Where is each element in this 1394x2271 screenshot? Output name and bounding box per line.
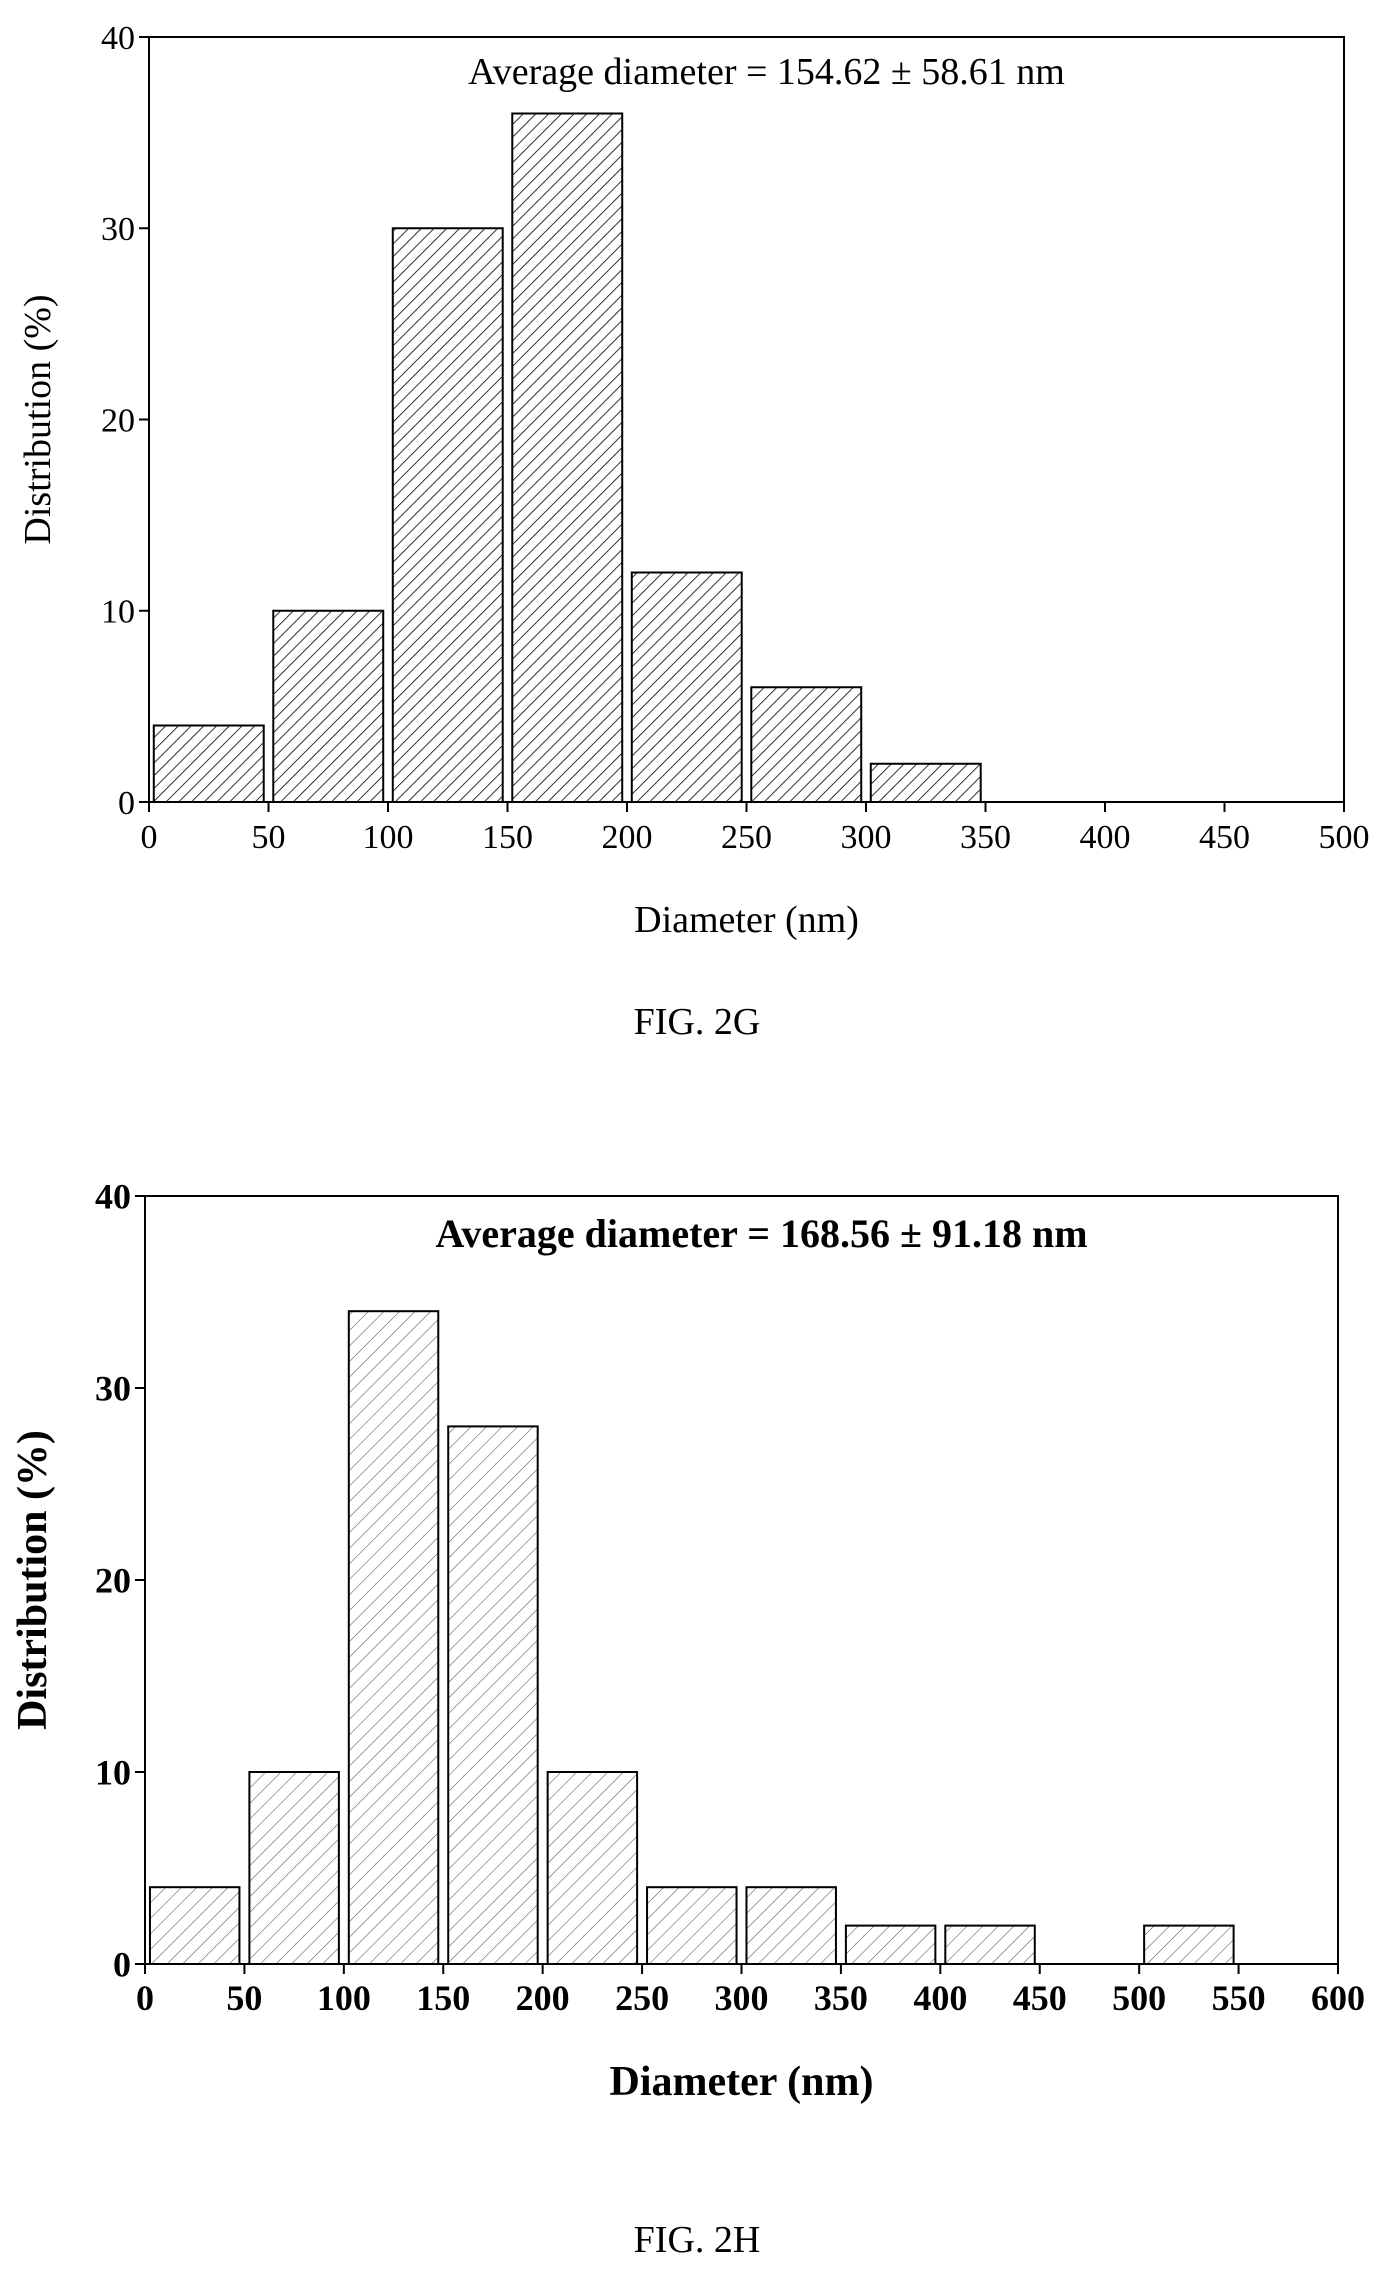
x-axis-label: Diameter (nm): [610, 2059, 874, 2105]
x-tick-label: 600: [1311, 1978, 1365, 2018]
histogram-bar: [447, 1425, 539, 1965]
histogram-bar: [844, 1924, 937, 1965]
histogram-bar: [511, 112, 624, 803]
figure-2g: 0 50 100 150 200 250 300 350 400 450 500 0 10 20 30 40 A…: [0, 0, 1394, 1135]
x-tick-label: 50: [252, 819, 286, 856]
x-tick-label: 350: [960, 819, 1011, 856]
y-tick-label: 20: [95, 1561, 131, 1601]
x-tick-label: 500: [1112, 1978, 1166, 2018]
x-tick-label: 400: [1080, 819, 1131, 856]
x-tick-label: 150: [482, 819, 533, 856]
histogram-chart-2h: 0 50 100 150 200 250 300 350 400 450 500 550 600 0 10 2…: [10, 1177, 1365, 2105]
histogram-bar: [248, 1771, 340, 1965]
x-tick-label: 200: [516, 1978, 570, 2018]
x-tick-label: 350: [814, 1978, 868, 2018]
histogram-bar: [148, 1886, 241, 1966]
average-diameter-annotation: Average diameter = 154.62 ± 58.61 nm: [468, 51, 1065, 93]
histogram-bar: [745, 1886, 837, 1966]
y-tick-label: 30: [101, 211, 135, 248]
y-tick-label: 10: [95, 1753, 131, 1793]
x-tick-label: 50: [226, 1978, 262, 2018]
histogram-bar: [630, 571, 743, 803]
x-tick-label: 100: [317, 1978, 371, 2018]
x-axis-label: Diameter (nm): [634, 899, 859, 941]
y-axis-label: Distribution (%): [10, 1430, 56, 1730]
histogram-bar: [1143, 1924, 1235, 1965]
x-tick-label: 550: [1212, 1978, 1266, 2018]
histogram-bar: [646, 1886, 738, 1966]
x-tick-label: 450: [1199, 819, 1250, 856]
y-tick-label: 30: [95, 1369, 131, 1409]
y-tick-label: 0: [118, 785, 135, 822]
x-tick-label: 150: [416, 1978, 470, 2018]
y-tick-label: 20: [101, 402, 135, 439]
average-diameter-annotation: Average diameter = 168.56 ± 91.18 nm: [435, 1211, 1087, 1256]
x-tick-label: 450: [1013, 1978, 1067, 2018]
x-tick-label: 400: [913, 1978, 967, 2018]
y-tick-label: 0: [113, 1945, 131, 1985]
x-tick-label: 0: [141, 819, 158, 856]
y-tick-label: 40: [95, 1177, 131, 1217]
histogram-bar: [869, 762, 982, 803]
y-axis-label: Distribution (%): [17, 294, 59, 544]
x-tick-label: 250: [615, 1978, 669, 2018]
y-tick-label: 10: [101, 594, 135, 631]
figure-caption-2g: FIG. 2G: [633, 1001, 761, 1043]
histogram-bar: [944, 1924, 1036, 1965]
histogram-chart-2g: 0 50 100 150 200 250 300 350 400 450 500 0 10 20 30 40 A…: [17, 20, 1370, 941]
x-tick-label: 200: [602, 819, 653, 856]
histogram-bar: [750, 686, 863, 803]
histogram-bar: [347, 1310, 440, 1965]
y-tick-label: 40: [101, 20, 135, 57]
x-tick-label: 100: [363, 819, 414, 856]
x-tick-label: 250: [721, 819, 772, 856]
x-tick-label: 300: [715, 1978, 769, 2018]
x-tick-label: 300: [841, 819, 892, 856]
figure-caption-2h: FIG. 2H: [633, 2219, 761, 2261]
histogram-bar: [272, 609, 385, 803]
x-tick-label: 500: [1319, 819, 1370, 856]
x-tick-label: 0: [136, 1978, 154, 2018]
histogram-bar: [391, 227, 504, 803]
histogram-bar: [546, 1771, 639, 1965]
figure-2h: 0 50 100 150 200 250 300 350 400 450 500 550 600 0 10 2…: [0, 1135, 1394, 2271]
histogram-bar: [152, 724, 265, 803]
